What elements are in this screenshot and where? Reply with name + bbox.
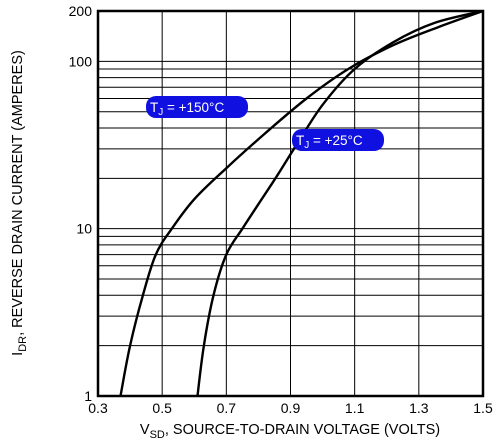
y-axis-label: IDR, REVERSE DRAIN CURRENT (AMPERES): [10, 50, 29, 356]
x-tick-label: 0.3: [88, 400, 108, 416]
series-label-25-badge: [292, 129, 384, 151]
x-tick-labels: 0.3 0.5 0.7 0.9 1.1 1.3 1.5: [88, 400, 493, 416]
y-tick-label: 1: [84, 388, 92, 404]
y-tick-label: 100: [69, 53, 93, 69]
series-line-1: [196, 9, 484, 397]
series-label-150-text: TJ = +150°C: [150, 100, 224, 118]
y-tick-label: 10: [76, 221, 92, 237]
series-label-150: TJ = +150°C: [146, 96, 248, 118]
x-tick-label: 0.5: [152, 400, 172, 416]
series-line-0: [119, 9, 484, 397]
x-tick-label: 1.3: [409, 400, 429, 416]
series-label-25-text: TJ = +25°C: [296, 133, 363, 151]
plot-frame: [96, 9, 485, 398]
grid: [98, 11, 483, 396]
series-label-25: TJ = +25°C: [292, 129, 384, 151]
x-tick-label: 1.5: [473, 400, 493, 416]
y-tick-labels: 1 10 100 200: [69, 3, 93, 404]
curves: [119, 9, 484, 397]
x-tick-label: 0.7: [217, 400, 237, 416]
y-tick-label: 200: [69, 3, 93, 19]
x-tick-label: 0.9: [281, 400, 301, 416]
series-label-150-badge: [146, 96, 248, 118]
x-axis-label: VSD, SOURCE-TO-DRAIN VOLTAGE (VOLTS): [140, 422, 440, 441]
x-tick-label: 1.1: [345, 400, 365, 416]
